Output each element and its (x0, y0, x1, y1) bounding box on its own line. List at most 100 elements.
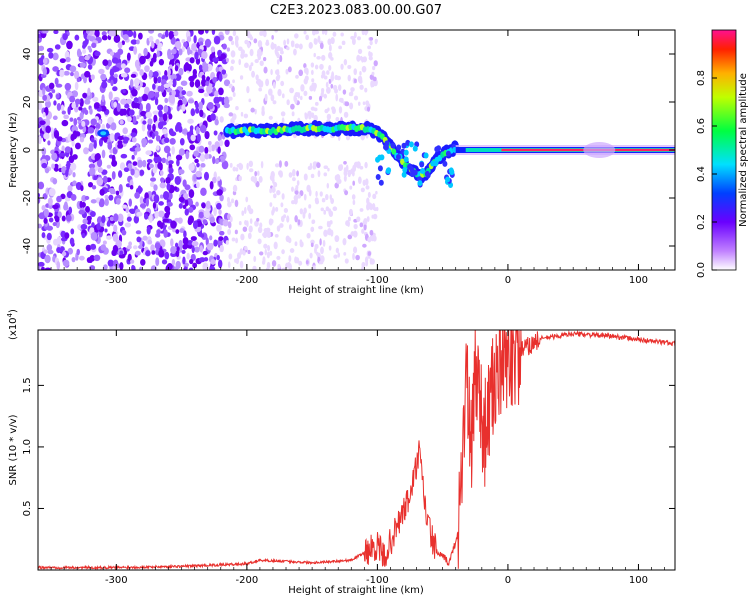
spectrogram-speckle (195, 201, 199, 207)
colorbar: 0.0 0.2 0.4 0.6 0.8 Normalized spectral ampl… (696, 29, 749, 278)
spectrogram-speckle (79, 62, 86, 68)
spectrogram-speckle (89, 211, 96, 217)
spectrogram-y-tick-label: -20 (22, 190, 33, 206)
spectrogram-speckle (135, 250, 141, 256)
spectrogram-speckle (278, 160, 282, 168)
spectrogram-speckle (113, 73, 118, 79)
spectrogram-speckle (358, 79, 363, 84)
spectrogram-speckle (170, 246, 177, 254)
spectrogram-speckle (212, 76, 217, 84)
spectrogram-speckle (232, 92, 236, 97)
spectrogram-speckle (344, 258, 349, 264)
spectrogram-speckle (330, 74, 335, 82)
spectrogram-speckle (242, 250, 246, 256)
spectrogram-speckle (297, 219, 301, 226)
spectrogram-speckle (218, 236, 224, 241)
spectrogram-speckle (351, 170, 355, 177)
spectrogram-speckle (129, 184, 134, 190)
spectrogram-speckle (101, 169, 108, 175)
spectrogram-speckle (310, 62, 315, 68)
spectrogram-speckle (99, 188, 105, 196)
spectrogram-speckle (319, 238, 322, 246)
spectrogram-speckle (117, 41, 123, 49)
spectrogram-speckle (87, 182, 94, 188)
spectrogram-speckle (170, 220, 177, 229)
spectrogram-speckle (139, 55, 146, 65)
spectrogram-speckle (154, 97, 159, 106)
spectrogram-speckle (254, 108, 257, 115)
spectrogram-speckle (39, 120, 46, 126)
spectrogram-speckle (366, 106, 371, 112)
spectrogram-speckle (153, 184, 158, 191)
spectrogram-speckle (240, 111, 244, 117)
spectrogram-speckle (167, 68, 171, 76)
snr-y-tick-label: 1.0 (22, 439, 33, 455)
spectrogram-speckle (66, 40, 73, 50)
spectrogram-speckle (359, 70, 362, 76)
spectrogram-speckle (70, 240, 74, 246)
spectrogram-speckle (292, 177, 296, 182)
spectrogram-speckle (104, 198, 109, 206)
spectrogram-speckle (120, 98, 127, 105)
snr-x-ticks: -300 -200 -100 0 100 (50, 330, 665, 586)
spectrogram-speckle (183, 230, 187, 238)
spectrogram-speckle (248, 160, 254, 168)
spectrogram-speckle (149, 181, 155, 188)
snr-y-multiplier-close: ) (8, 309, 19, 313)
spectrogram-speckle (52, 177, 58, 185)
spectrogram-speckle (155, 257, 160, 266)
spectrogram-speckle (134, 147, 141, 152)
spectrogram-speckle (117, 135, 124, 141)
spectrogram-y-tick-label: -40 (22, 238, 33, 254)
spectrogram-speckle (201, 78, 207, 87)
spectrogram-speckle (363, 223, 367, 231)
spectrogram-speckle (134, 59, 140, 69)
spectrogram-speckle (286, 262, 292, 269)
spectrogram-speckle (191, 43, 197, 52)
spectrogram-speckle (331, 106, 336, 111)
spectrogram-speckle (195, 102, 199, 109)
spectrogram-speckle (121, 108, 128, 116)
spectrogram-speckle (252, 265, 257, 270)
spectrogram-speckle (359, 208, 364, 212)
spectrogram-speckle (126, 98, 132, 105)
spectrogram-x-tick-label: 0 (505, 275, 511, 286)
spectrogram-speckle (194, 158, 199, 164)
spectrogram-speckle (202, 219, 208, 225)
spectrogram-speckle (123, 167, 130, 173)
spectrogram-speckle (183, 64, 187, 73)
spectrogram-speckle (55, 83, 63, 88)
spectrogram-speckle (121, 229, 127, 236)
spectrogram-speckle (213, 35, 221, 45)
spectrogram-speckle (328, 208, 332, 215)
spectrogram-speckle (272, 100, 277, 105)
spectrogram-speckle (152, 166, 157, 174)
spectrogram-speckle (241, 210, 245, 216)
colorbar-tick-label: 0.4 (696, 166, 707, 182)
spectrogram-speckle (52, 66, 59, 72)
spectrogram-speckle (109, 75, 115, 83)
spectrogram-speckle (294, 256, 298, 264)
spectrogram-speckle (338, 45, 343, 50)
spectrogram-speckle (286, 38, 290, 45)
spectrogram-speckle (41, 205, 46, 211)
spectrogram-speckle (100, 244, 107, 251)
spectrogram-speckle (133, 97, 139, 104)
spectrogram-speckle (365, 185, 370, 190)
spectrogram-speckle (128, 198, 133, 207)
spectrogram-speckle (51, 163, 55, 169)
spectrogram-speckle (294, 33, 299, 39)
spectrogram-speckle (332, 206, 338, 212)
spectrogram-speckle (279, 171, 283, 178)
snr-x-label: Height of straight line (km) (288, 585, 424, 596)
spectrogram-speckle (178, 239, 183, 249)
spectrogram-speckle (323, 209, 327, 215)
ridge-scatter (378, 179, 384, 186)
spectrogram-speckle (94, 51, 101, 57)
spectrogram-speckle (202, 250, 208, 256)
spectrogram-speckle (166, 182, 171, 191)
spectrogram-x-tick-label: -200 (236, 275, 259, 286)
spectrogram-speckle (139, 266, 143, 270)
spectrogram-x-ticks: -300 -200 -100 0 100 (50, 30, 665, 286)
